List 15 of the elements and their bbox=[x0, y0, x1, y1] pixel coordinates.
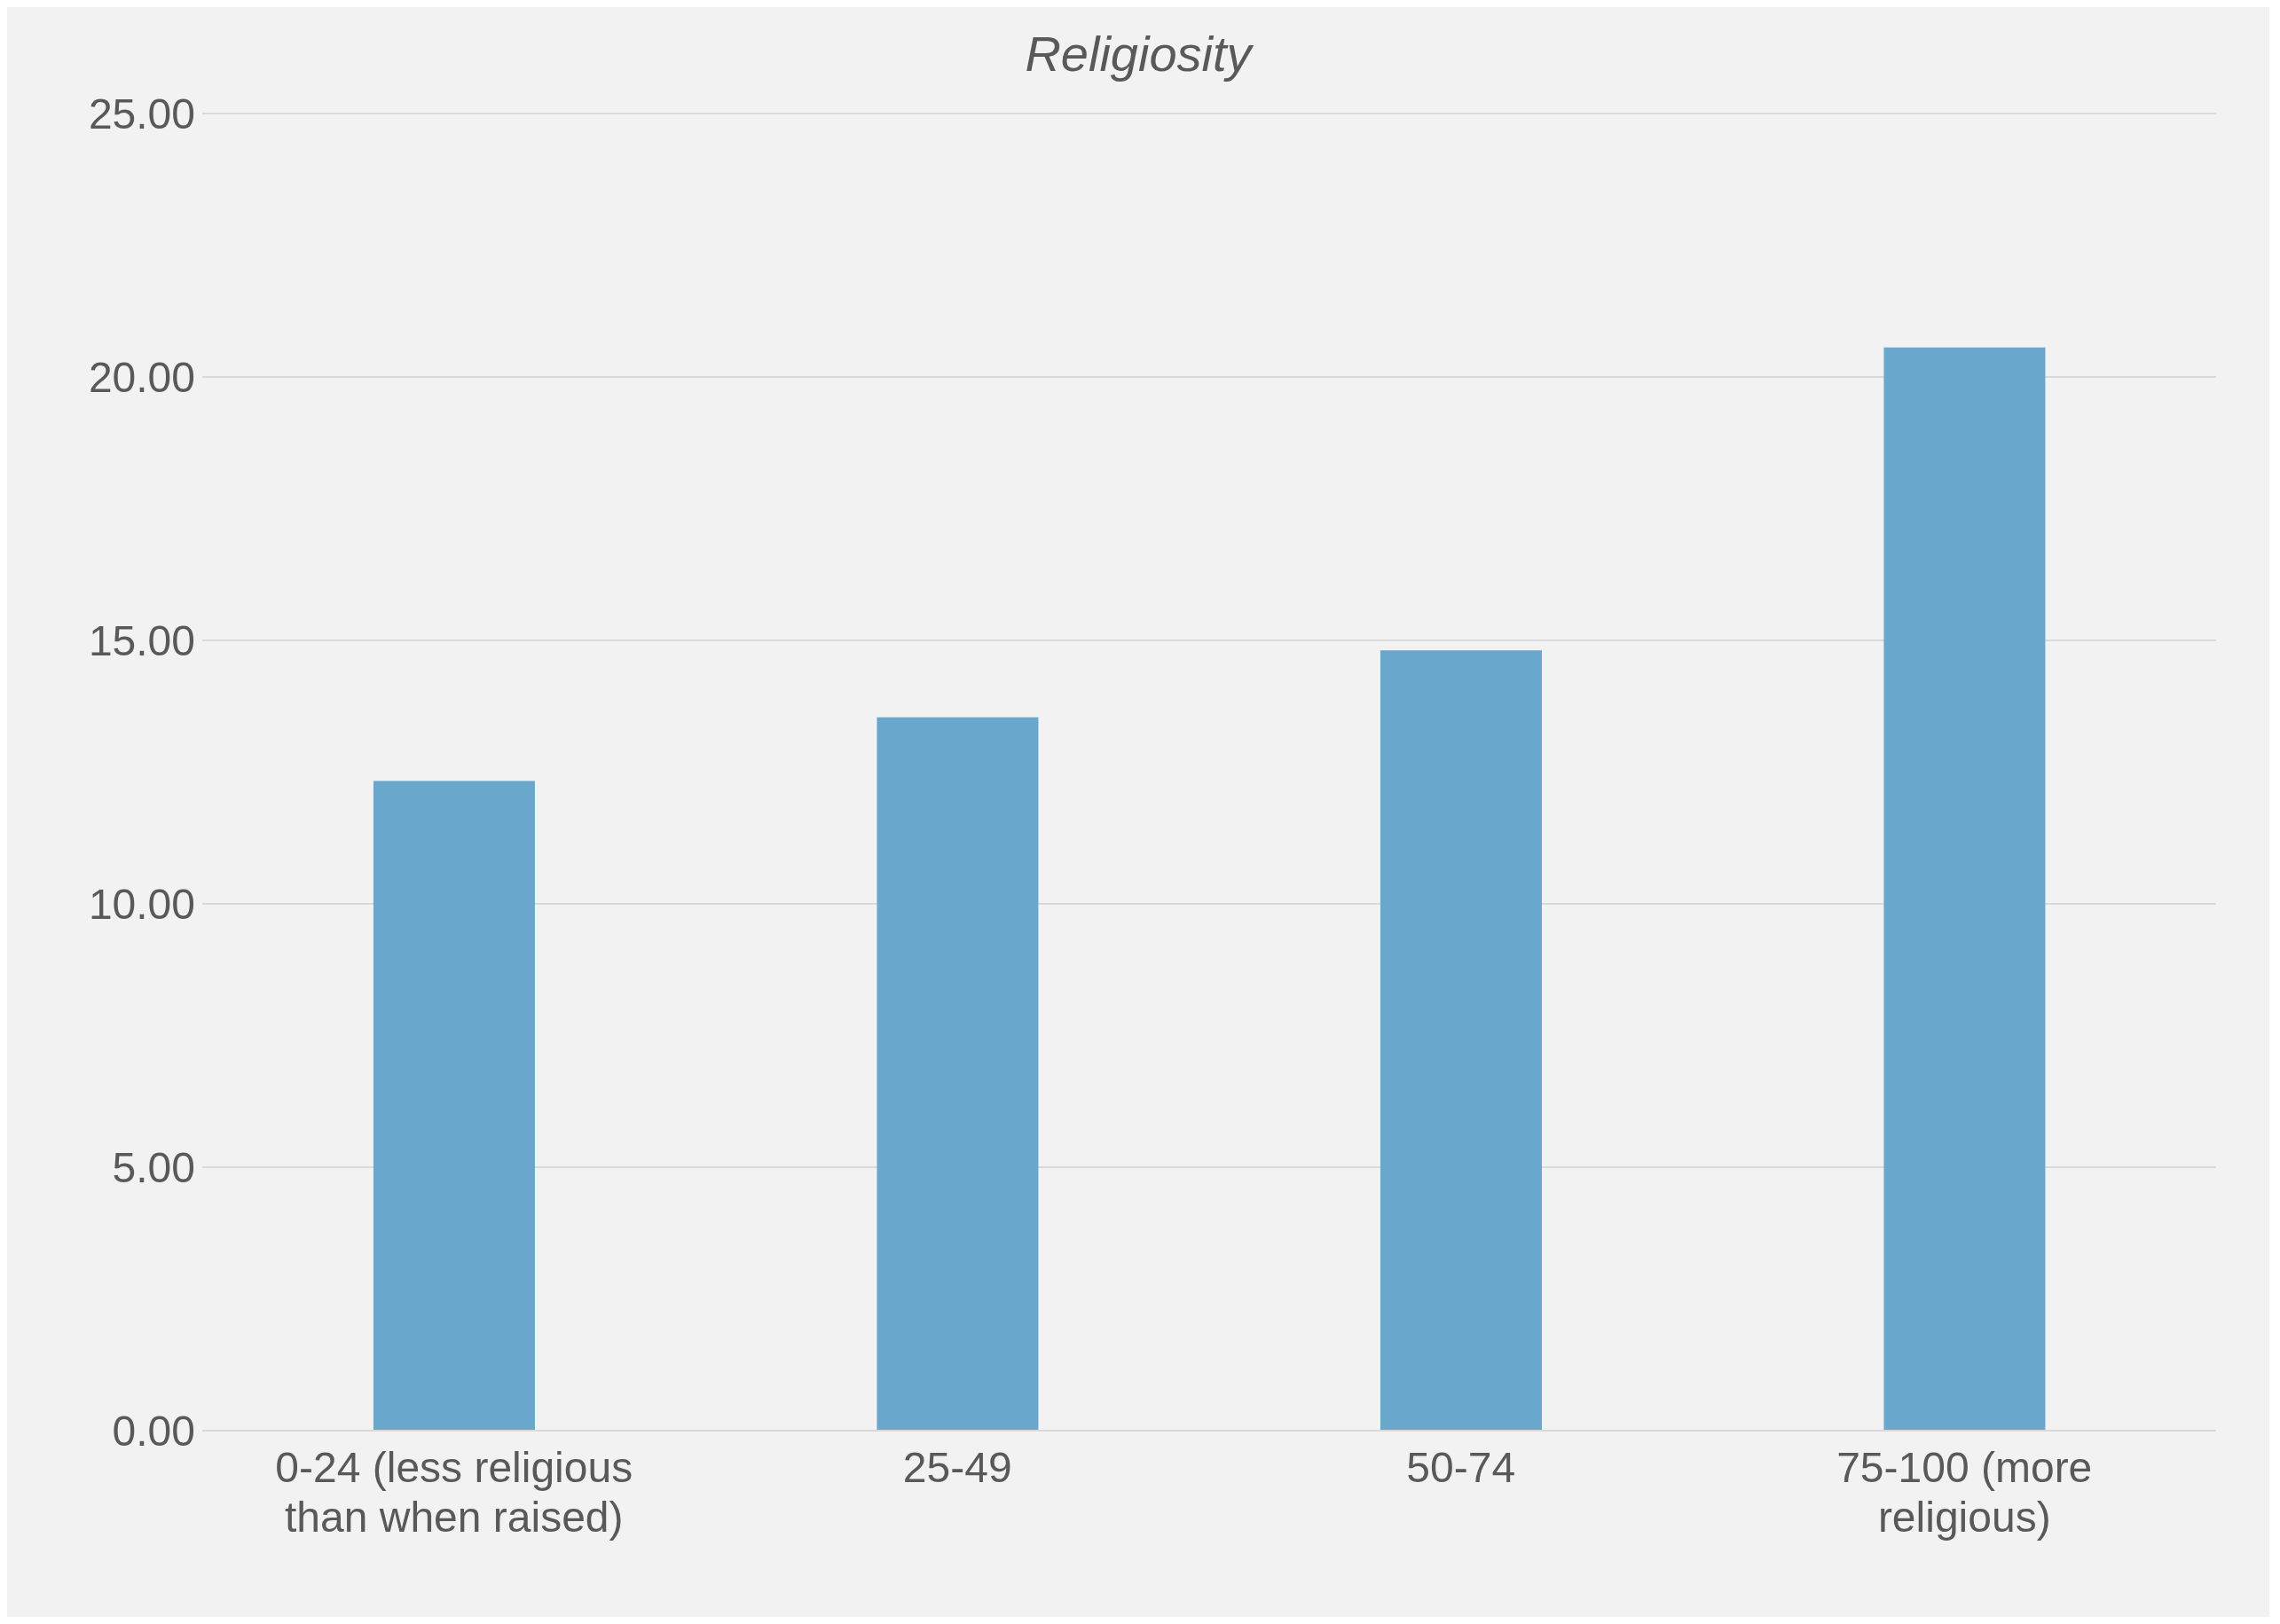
y-tick-label: 0.00 bbox=[112, 1408, 195, 1455]
x-tick-label: 75-100 (more religious) bbox=[1836, 1444, 2093, 1541]
bar bbox=[1380, 650, 1542, 1431]
y-tick-label: 10.00 bbox=[88, 881, 195, 929]
y-tick-label: 20.00 bbox=[88, 354, 195, 402]
y-tick-label: 15.00 bbox=[88, 617, 195, 665]
x-tick-label: 0-24 (less religious than when raised) bbox=[275, 1444, 633, 1541]
y-tick-label: 5.00 bbox=[112, 1144, 195, 1192]
x-tick-label: 50-74 bbox=[1406, 1444, 1516, 1491]
chart-title: Religiosity bbox=[1025, 26, 1252, 82]
bar bbox=[373, 781, 535, 1431]
bar bbox=[877, 717, 1039, 1431]
bar bbox=[1883, 347, 2046, 1431]
x-tick-label: 25-49 bbox=[902, 1444, 1012, 1491]
y-tick-label: 25.00 bbox=[88, 90, 195, 138]
